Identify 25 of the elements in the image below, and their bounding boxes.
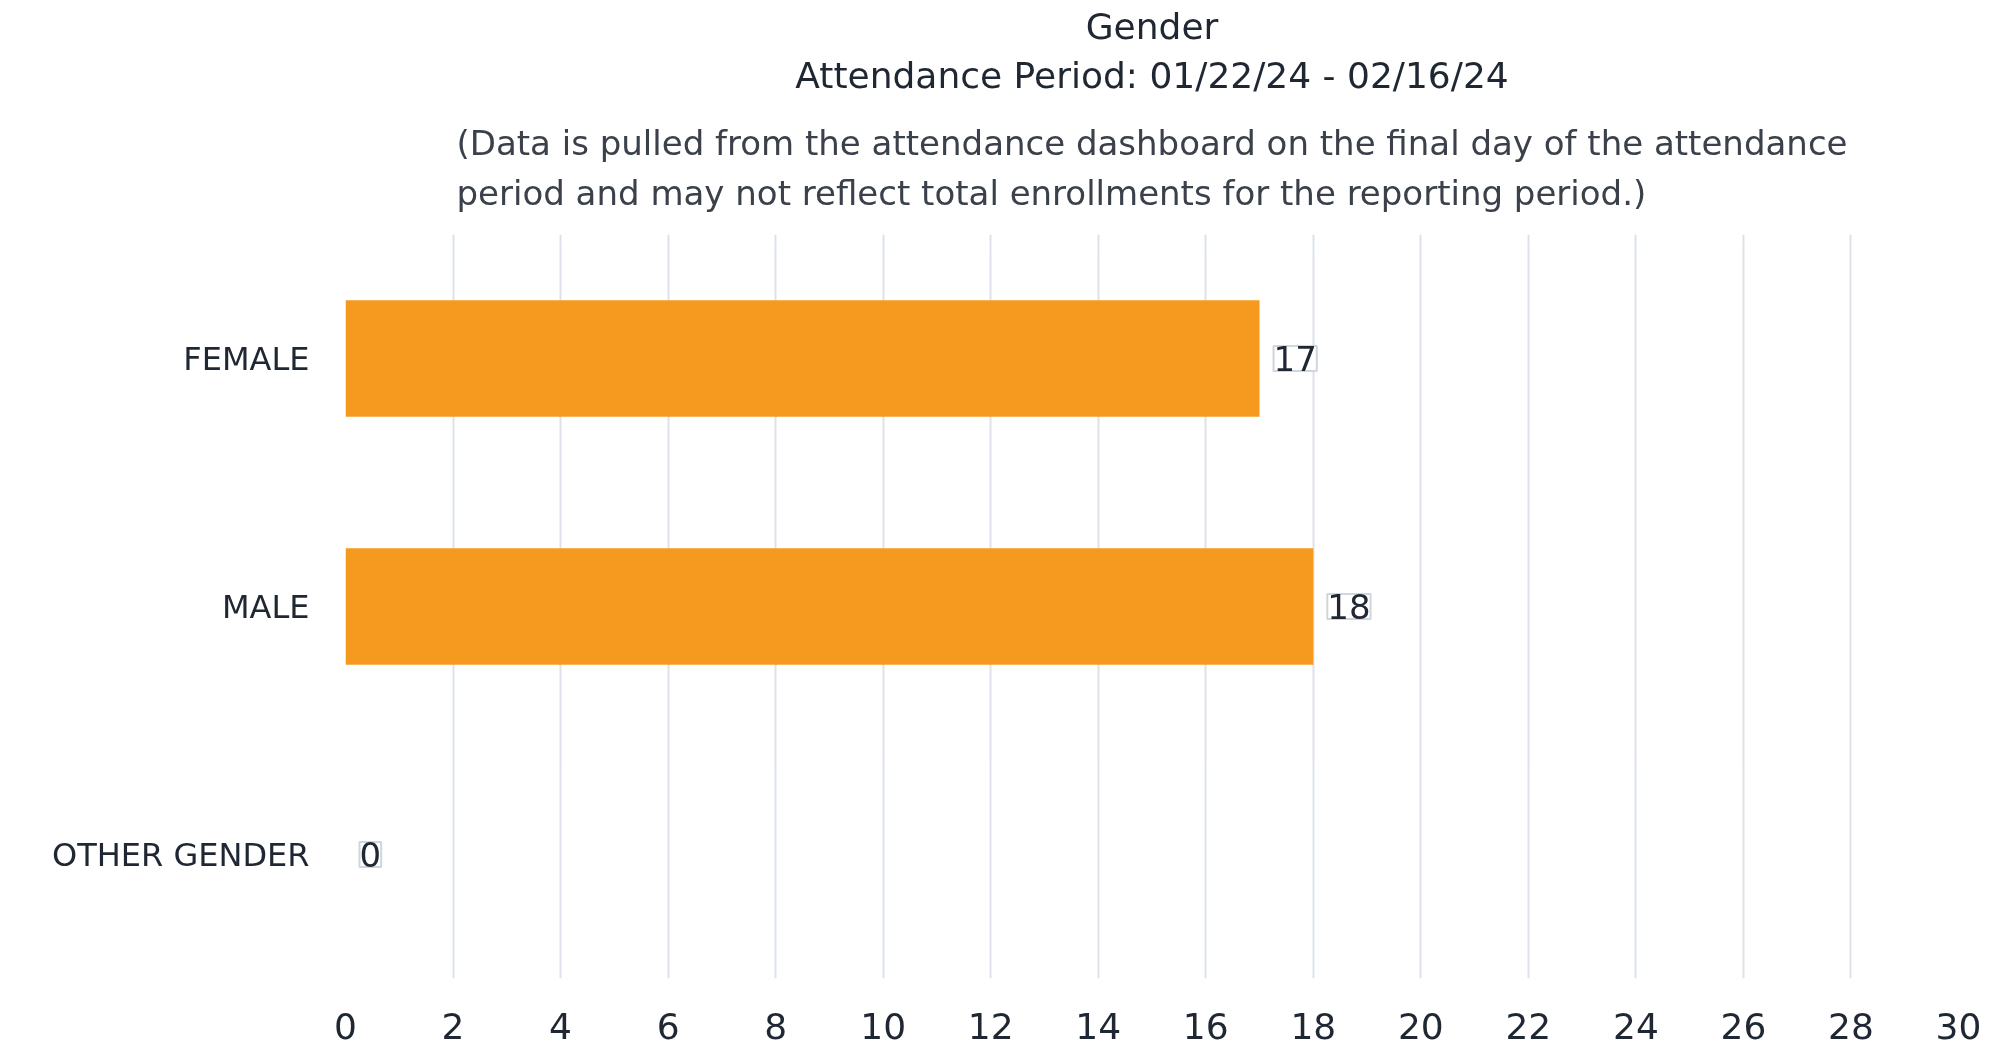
x-tick-label: 12 (967, 1005, 1014, 1047)
y-tick-label: OTHER GENDER (52, 835, 310, 874)
x-tick-label: 26 (1720, 1005, 1767, 1047)
x-tick-label: 18 (1290, 1005, 1337, 1047)
x-tick-label: 16 (1182, 1005, 1229, 1047)
x-tick-label: 4 (549, 1005, 573, 1047)
x-tick-label: 10 (860, 1005, 907, 1047)
data-label: 17 (1273, 339, 1317, 379)
x-tick-label: 20 (1397, 1005, 1444, 1047)
text: (Data is pulled from the attendance dashboard on the final day of the attendance period and may not reflect total enrollments for the reporting period.) (456, 122, 1848, 213)
x-tick-label: 0 (334, 1005, 357, 1047)
x-tick-label: 30 (1935, 1005, 1982, 1047)
x-tick-label: 6 (656, 1005, 680, 1047)
x-tick-label: 22 (1505, 1005, 1552, 1047)
x-tick-label: 28 (1828, 1005, 1874, 1047)
x-tick-label: 8 (764, 1005, 788, 1047)
data-label: 0 (359, 835, 382, 875)
y-tick-label: MALE (221, 587, 310, 626)
chart-subtitle: Attendance Period: 01/22/24 - 02/16/24 (795, 54, 1509, 96)
x-tick-label: 24 (1613, 1005, 1659, 1047)
x-tick-label: 2 (441, 1005, 465, 1047)
data-label: 18 (1327, 587, 1371, 627)
chart-title: Gender (1085, 5, 1219, 47)
y-tick-label: FEMALE (183, 339, 310, 378)
x-tick-label: 14 (1075, 1005, 1122, 1047)
